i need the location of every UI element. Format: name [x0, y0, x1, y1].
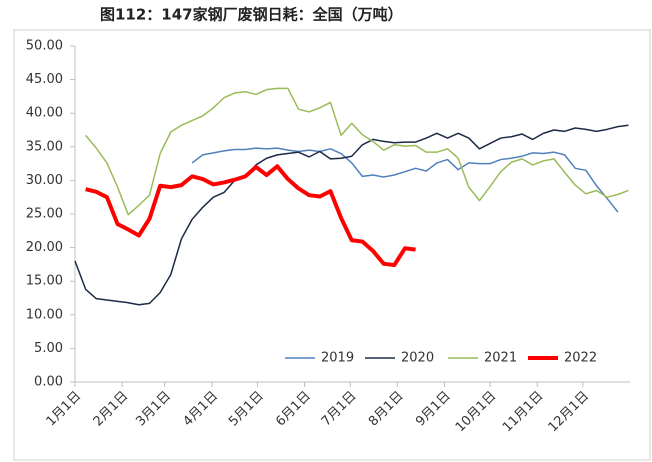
y-tick-label: 0.00 — [34, 375, 63, 390]
y-tick-label: 20.00 — [26, 240, 63, 255]
legend-label: 2020 — [401, 351, 434, 366]
chart-frame — [13, 29, 651, 461]
legend-label: 2022 — [564, 351, 597, 366]
y-tick-label: 40.00 — [26, 106, 63, 121]
series-line — [191, 147, 619, 213]
x-tick-label: 9月1日 — [413, 389, 454, 430]
legend-label: 2021 — [484, 351, 517, 366]
y-tick-label: 25.00 — [26, 207, 63, 222]
x-tick-label: 8月1日 — [366, 389, 407, 430]
y-tick-label: 15.00 — [26, 274, 63, 289]
x-tick-label: 12月1日 — [546, 389, 593, 436]
series-line — [74, 124, 629, 306]
chart-title: 图112：147家钢厂废钢日耗：全国（万吨） — [100, 6, 403, 24]
x-tick-label: 10月1日 — [453, 389, 500, 436]
x-tick-label: 3月1日 — [133, 389, 174, 430]
y-tick-label: 30.00 — [26, 173, 63, 188]
x-tick-label: 7月1日 — [319, 389, 360, 430]
series-line — [85, 164, 416, 268]
series-line — [85, 87, 629, 216]
x-tick-label: 1月1日 — [44, 389, 85, 430]
x-tick-label: 4月1日 — [180, 389, 221, 430]
x-tick-label: 6月1日 — [273, 389, 314, 430]
y-tick-label: 50.00 — [26, 39, 63, 54]
y-tick-label: 45.00 — [26, 72, 63, 87]
y-tick-label: 35.00 — [26, 139, 63, 154]
x-tick-label: 5月1日 — [226, 389, 267, 430]
y-tick-label: 10.00 — [26, 307, 63, 322]
x-tick-label: 2月1日 — [91, 389, 132, 430]
x-tick-label: 11月1日 — [500, 389, 547, 436]
y-tick-label: 5.00 — [34, 341, 63, 356]
legend-label: 2019 — [321, 351, 354, 366]
